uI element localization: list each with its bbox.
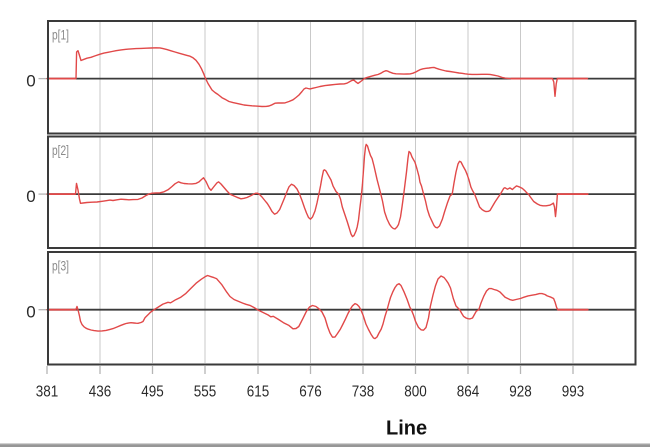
svg-text:676: 676 [299,384,322,401]
svg-text:p[2]: p[2] [52,143,69,158]
svg-text:738: 738 [352,384,375,401]
svg-text:0: 0 [26,187,35,206]
svg-text:0: 0 [26,72,35,91]
svg-text:Line: Line [386,418,427,440]
svg-text:495: 495 [141,384,164,401]
svg-text:993: 993 [562,384,585,401]
svg-text:928: 928 [509,384,532,401]
svg-text:864: 864 [457,384,480,401]
svg-text:381: 381 [36,384,59,401]
svg-text:p[1]: p[1] [52,28,69,43]
svg-text:615: 615 [247,384,270,401]
svg-text:p[3]: p[3] [52,259,69,274]
svg-text:436: 436 [89,384,112,401]
svg-text:800: 800 [404,384,427,401]
svg-text:555: 555 [194,384,217,401]
svg-text:0: 0 [26,303,35,322]
